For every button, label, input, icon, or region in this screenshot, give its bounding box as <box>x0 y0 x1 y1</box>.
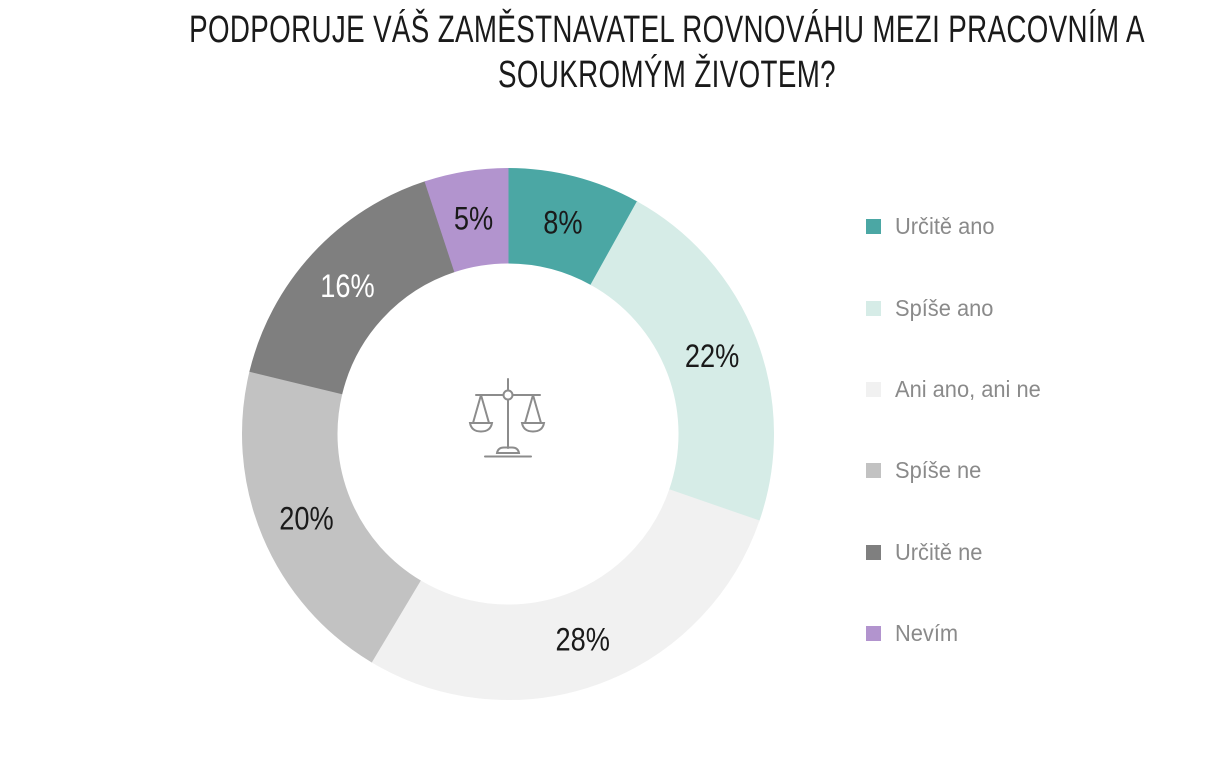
legend-item: Určitě ne <box>866 512 1048 593</box>
legend-swatch <box>866 463 881 479</box>
donut-segment-label: 22% <box>685 339 739 375</box>
balance-scale-icon <box>468 377 548 459</box>
legend-item: Nevím <box>866 593 1048 674</box>
chart-title-line-1: PODPORUJE VÁŠ ZAMĚSTNAVATEL ROVNOVÁHU ME… <box>189 9 1145 51</box>
scale-right-pan <box>520 422 546 433</box>
donut-segment-label: 16% <box>320 269 374 305</box>
legend-label: Nevím <box>895 620 959 647</box>
donut-segment-label: 8% <box>543 206 582 242</box>
legend-label: Určitě ano <box>895 213 995 240</box>
legend-item: Ani ano, ani ne <box>866 349 1048 430</box>
legend-item: Spíše ne <box>866 430 1048 511</box>
legend-label: Spíše ne <box>895 457 982 484</box>
donut-segment-4 <box>242 370 421 663</box>
legend-item: Spíše ano <box>866 267 1048 348</box>
legend-swatch <box>866 544 881 560</box>
legend-swatch <box>866 219 881 235</box>
donut-segment-3 <box>370 489 760 700</box>
donut-chart: 8% 22% 28% 20% 16% 5% <box>242 167 774 700</box>
legend-swatch <box>866 381 881 397</box>
legend-item: Určitě ano <box>866 186 1048 267</box>
legend-label: Určitě ne <box>895 538 983 565</box>
donut-segment-2 <box>590 201 774 522</box>
legend-label: Ani ano, ani ne <box>895 375 1041 402</box>
legend: Určitě ano Spíše ano Ani ano, ani ne Spíše … <box>866 186 1048 674</box>
donut-segment-label: 28% <box>555 622 609 658</box>
scale-pivot <box>502 389 514 401</box>
donut-segment-label: 20% <box>279 502 333 538</box>
legend-label: Spíše ano <box>895 294 994 321</box>
scale-pedestal <box>495 446 521 454</box>
scale-right-hanger <box>524 394 542 424</box>
chart-title: PODPORUJE VÁŠ ZAMĚSTNAVATEL ROVNOVÁHU ME… <box>83 8 1232 98</box>
donut-segment-label: 5% <box>454 201 493 237</box>
legend-swatch <box>866 300 881 316</box>
scale-left-hanger <box>472 394 490 424</box>
scale-left-pan <box>468 422 494 433</box>
donut-segment-6 <box>424 167 509 273</box>
legend-swatch <box>866 626 881 642</box>
chart-title-line-2: SOUKROMÝM ŽIVOTEM? <box>498 54 836 96</box>
